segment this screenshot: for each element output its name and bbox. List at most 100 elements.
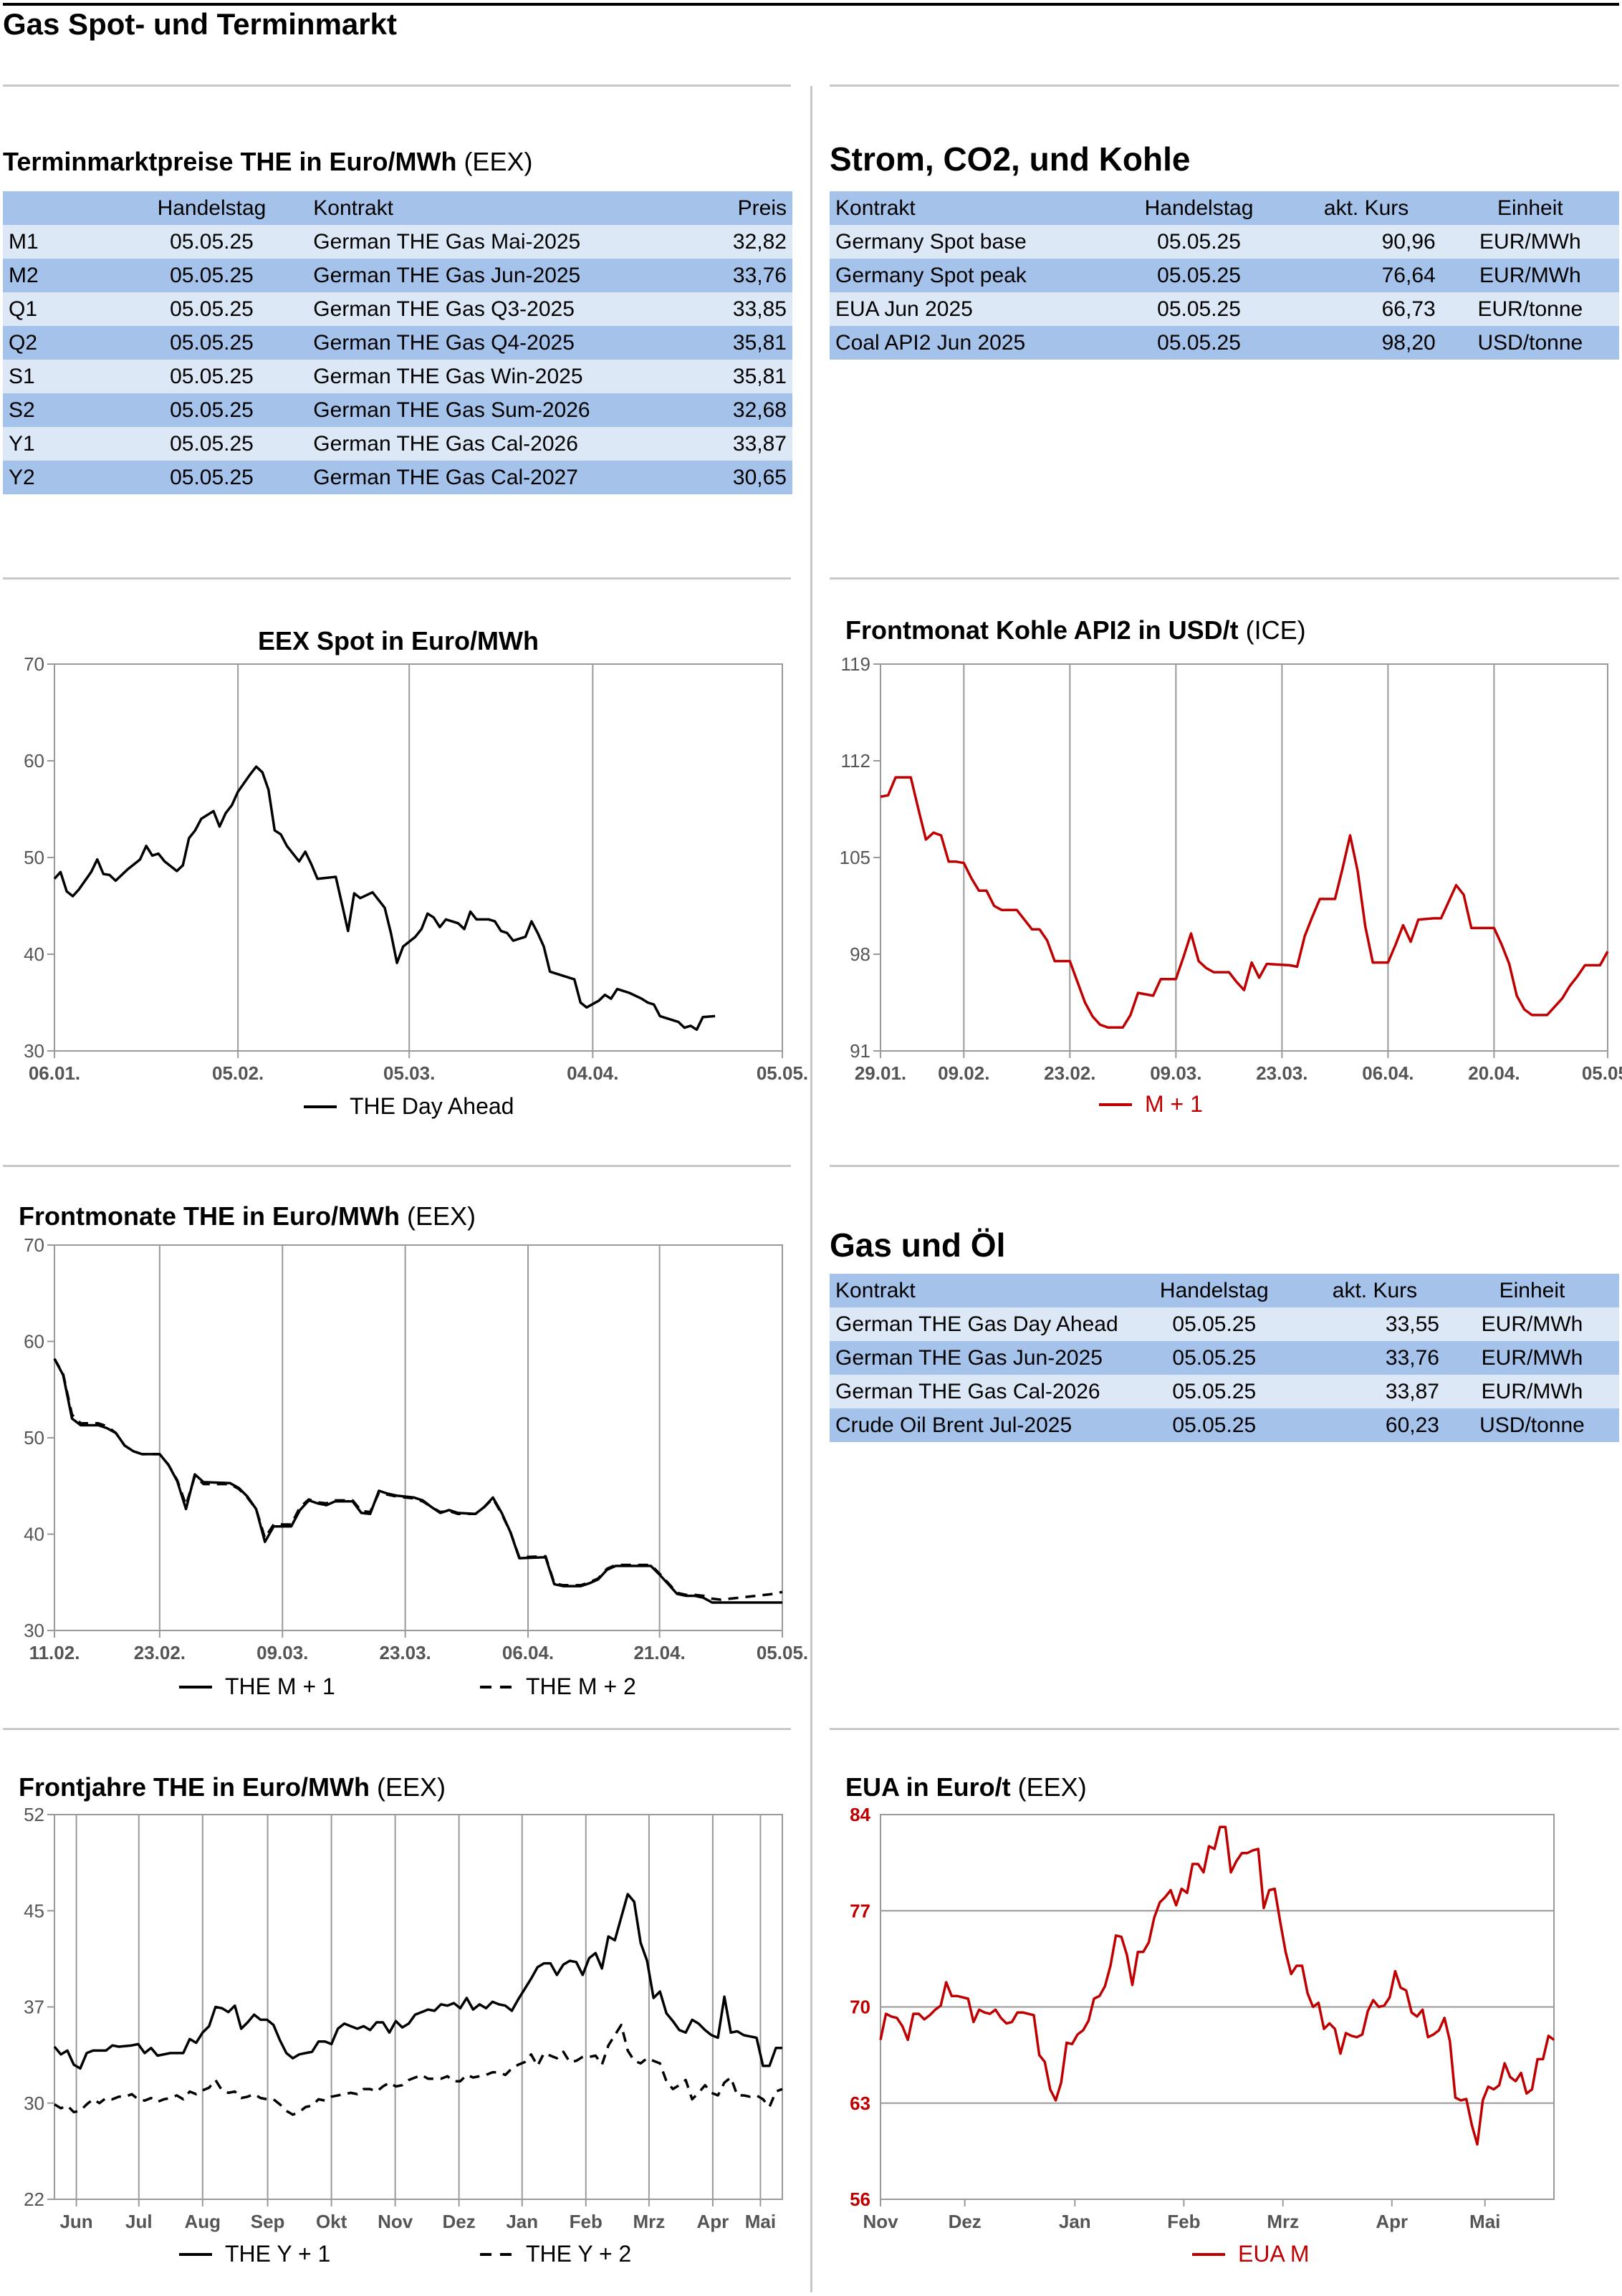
x-tick-label: 06.04. bbox=[1362, 1062, 1414, 1084]
x-tick-label: 23.03. bbox=[379, 1642, 431, 1663]
table-row: Germany Spot peak 05.05.25 76,64 EUR/MWh bbox=[830, 259, 1619, 292]
chart-title-bold: EUA in Euro/t bbox=[845, 1772, 1011, 1802]
table-cell: USD/tonne bbox=[1444, 1408, 1619, 1442]
plot-frame bbox=[54, 1814, 783, 2200]
x-tick-label: Mai bbox=[745, 2211, 776, 2232]
y-tick-label: 50 bbox=[24, 1427, 44, 1449]
plot-frame bbox=[880, 663, 1608, 1052]
x-tick-label: 23.02. bbox=[134, 1642, 186, 1663]
table-cell: S2 bbox=[3, 393, 116, 427]
x-tick-label: 29.01. bbox=[855, 1062, 906, 1084]
table-cell: S1 bbox=[3, 360, 116, 393]
x-tick-label: 09.03. bbox=[1150, 1062, 1201, 1084]
table-cell: Q1 bbox=[3, 292, 116, 326]
series-line-1 bbox=[53, 765, 716, 1032]
table-cell: 33,76 bbox=[683, 259, 792, 292]
legend-label: THE Y + 1 bbox=[225, 2241, 330, 2267]
divider bbox=[3, 1728, 791, 1730]
gasoel-table: Kontrakt Handelstag akt. Kurs Einheit German… bbox=[830, 1274, 1619, 1442]
table-row: Y2 05.05.25 German THE Gas Cal-2027 30,65 bbox=[3, 461, 792, 494]
x-tick-label: Apr bbox=[697, 2211, 729, 2232]
table-cell: EUR/MWh bbox=[1441, 259, 1619, 292]
x-tick-label: 23.02. bbox=[1044, 1062, 1095, 1084]
chart-title: Frontmonate THE in Euro/MWh (EEX) bbox=[19, 1201, 476, 1231]
x-tick-label: 05.03. bbox=[383, 1062, 435, 1084]
legend-label: THE M + 2 bbox=[526, 1673, 636, 1699]
table-cell: EUR/MWh bbox=[1444, 1341, 1619, 1375]
series-line-1 bbox=[53, 1358, 782, 1604]
x-tick-label: Dez bbox=[443, 2211, 476, 2232]
column-header: Handelstag bbox=[1106, 191, 1292, 225]
table-cell: 33,76 bbox=[1304, 1341, 1445, 1375]
x-tick-label: Mai bbox=[1469, 2211, 1500, 2232]
chart-title-bold: EEX Spot in Euro/MWh bbox=[258, 626, 539, 655]
table-cell: 30,65 bbox=[683, 461, 792, 494]
table-cell: USD/tonne bbox=[1441, 326, 1619, 360]
series-line-1 bbox=[53, 1893, 782, 2070]
table-cell: 33,87 bbox=[1304, 1375, 1445, 1408]
table-cell: 05.05.25 bbox=[1123, 1341, 1305, 1375]
eex-spot-chart: EEX Spot in Euro/MWh 30 40 50 60 70 06.01. 05.0… bbox=[0, 620, 810, 1150]
y-tick-label: 70 bbox=[24, 653, 44, 675]
column-header: Handelstag bbox=[1123, 1274, 1305, 1307]
terminmarkt-title-source: (EEX) bbox=[456, 147, 533, 176]
table-cell: German THE Gas Win-2025 bbox=[307, 360, 684, 393]
y-tick-label: 30 bbox=[24, 1620, 44, 1641]
y-tick-label: 37 bbox=[24, 1997, 44, 2018]
table-cell: 05.05.25 bbox=[115, 393, 308, 427]
legend-label: THE Y + 2 bbox=[526, 2241, 631, 2267]
x-tick-label: 06.04. bbox=[502, 1642, 554, 1663]
divider bbox=[830, 85, 1619, 87]
chart-title: EUA in Euro/t (EEX) bbox=[845, 1772, 1087, 1802]
x-tick-label: 21.04. bbox=[633, 1642, 685, 1663]
x-tick-label: Mrz bbox=[1267, 2211, 1299, 2232]
chart-title-source: (EEX) bbox=[400, 1201, 476, 1231]
table-cell: Germany Spot peak bbox=[830, 259, 1107, 292]
table-cell: Y2 bbox=[3, 461, 116, 494]
legend-label: THE Day Ahead bbox=[350, 1093, 514, 1119]
table-cell: 05.05.25 bbox=[115, 360, 308, 393]
column-header: Einheit bbox=[1441, 191, 1619, 225]
x-tick-label: Aug bbox=[185, 2211, 221, 2232]
table-row: Y1 05.05.25 German THE Gas Cal-2026 33,87 bbox=[3, 427, 792, 461]
column-header: Einheit bbox=[1444, 1274, 1619, 1307]
chart-title-source: (ICE) bbox=[1239, 616, 1306, 645]
x-tick-label: 05.02. bbox=[212, 1062, 264, 1084]
table-cell: 60,23 bbox=[1304, 1408, 1445, 1442]
table-cell: 05.05.25 bbox=[115, 259, 308, 292]
table-cell: Coal API2 Jun 2025 bbox=[830, 326, 1107, 360]
legend-label: EUA M bbox=[1238, 2241, 1310, 2267]
x-tick-label: 20.04. bbox=[1468, 1062, 1520, 1084]
x-tick-label: Nov bbox=[863, 2211, 898, 2232]
table-cell: 33,85 bbox=[683, 292, 792, 326]
chart-title-bold: Frontmonat Kohle API2 in USD/t bbox=[845, 616, 1239, 645]
table-row: S2 05.05.25 German THE Gas Sum-2026 32,68 bbox=[3, 393, 792, 427]
table-row: M2 05.05.25 German THE Gas Jun-2025 33,76 bbox=[3, 259, 792, 292]
table-cell: German THE Gas Day Ahead bbox=[830, 1307, 1124, 1341]
x-tick-label: Feb bbox=[1167, 2211, 1200, 2232]
y-tick-label: 119 bbox=[841, 653, 870, 675]
table-header-row: Kontrakt Handelstag akt. Kurs Einheit bbox=[830, 1274, 1619, 1307]
y-tick-label: 63 bbox=[850, 2093, 870, 2114]
y-tick-label: 84 bbox=[850, 1804, 870, 1825]
table-cell: 05.05.25 bbox=[1123, 1375, 1305, 1408]
table-cell: 05.05.25 bbox=[115, 326, 308, 360]
strom-title: Strom, CO2, und Kohle bbox=[830, 140, 1191, 178]
table-cell: EUR/MWh bbox=[1444, 1375, 1619, 1408]
column-header: akt. Kurs bbox=[1291, 191, 1441, 225]
top-rule bbox=[3, 3, 1619, 6]
chart-title-source: (EEX) bbox=[370, 1772, 446, 1802]
y-tick-label: 40 bbox=[24, 1524, 44, 1545]
chart-title-bold: Frontjahre THE in Euro/MWh bbox=[19, 1772, 370, 1802]
table-cell: Y1 bbox=[3, 427, 116, 461]
y-tick-label: 91 bbox=[850, 1040, 870, 1062]
gasoel-title: Gas und Öl bbox=[830, 1226, 1006, 1264]
table-cell: 05.05.25 bbox=[115, 292, 308, 326]
chart-title: EEX Spot in Euro/MWh bbox=[258, 626, 539, 655]
table-cell: 66,73 bbox=[1291, 292, 1441, 326]
table-cell: Q2 bbox=[3, 326, 116, 360]
y-tick-label: 30 bbox=[24, 2093, 44, 2114]
chart-svg: Frontmonat Kohle API2 in USD/t (ICE) 91 98… bbox=[840, 615, 1622, 1117]
legend-label: THE M + 1 bbox=[225, 1673, 335, 1699]
y-tick-label: 56 bbox=[850, 2189, 870, 2210]
